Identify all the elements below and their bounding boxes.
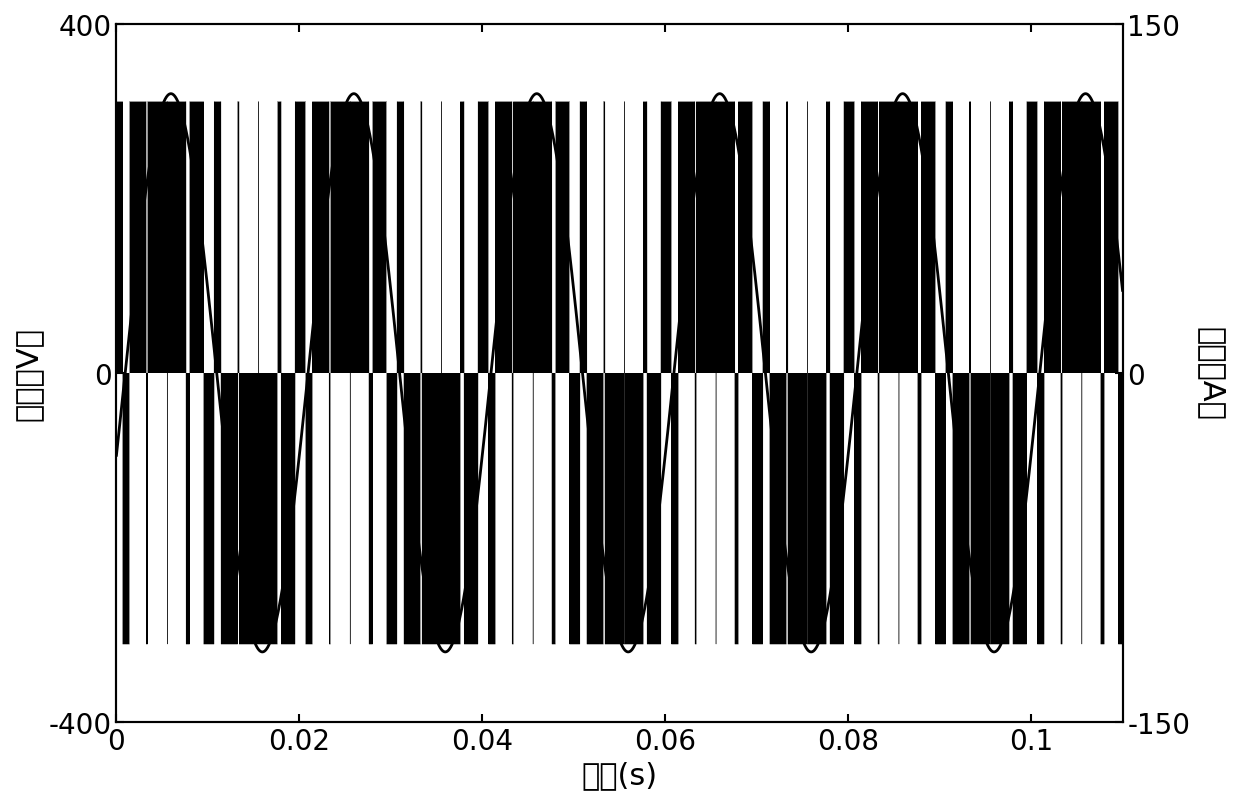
- X-axis label: 时间(s): 时间(s): [581, 760, 658, 789]
- Y-axis label: 电流（A）: 电流（A）: [1196, 327, 1225, 420]
- Y-axis label: 电压（V）: 电压（V）: [14, 327, 43, 420]
